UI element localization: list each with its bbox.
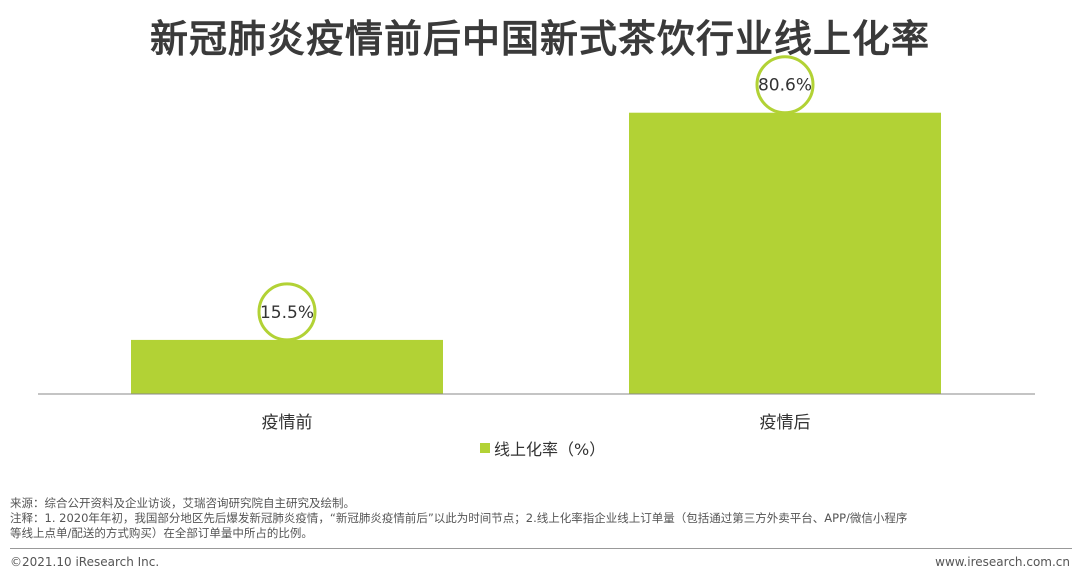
bars-layer [131, 112, 941, 395]
source-note: 来源：综合公开资料及企业访谈，艾瑞咨询研究院自主研究及绘制。 [10, 496, 355, 510]
labels-layer: 15.5% 疫情前 80.6% 疫情后 [257, 55, 815, 433]
category-label-1: 疫情前 [262, 413, 313, 433]
data-label-1: 15.5% [260, 303, 314, 323]
chart-title: 新冠肺炎疫情前后中国新式茶饮行业线上化率 [149, 17, 930, 61]
category-label-2: 疫情后 [760, 413, 811, 433]
data-label-2: 80.6% [758, 76, 812, 96]
note-line-2: 等线上点单/配送的方式购买）在全部订单量中所占的比例。 [10, 526, 313, 540]
data-label-circle-2 [755, 55, 815, 115]
bar-2 [629, 112, 941, 395]
notes: 来源：综合公开资料及企业访谈，艾瑞咨询研究院自主研究及绘制。 注释：1. 202… [10, 496, 1075, 541]
website-link[interactable]: www.iresearch.com.cn [935, 555, 1070, 569]
footer-divider [10, 548, 1072, 549]
legend-label: 线上化率（%） [494, 440, 606, 459]
copyright: ©2021.10 iResearch Inc. [10, 555, 160, 569]
data-label-circle-1 [257, 282, 317, 342]
bar-1 [131, 339, 443, 394]
note-line-1: 注释：1. 2020年年初，我国部分地区先后爆发新冠肺炎疫情，“新冠肺炎疫情前后… [10, 511, 908, 525]
legend-swatch [480, 443, 490, 453]
legend: 线上化率（%） [480, 436, 605, 460]
